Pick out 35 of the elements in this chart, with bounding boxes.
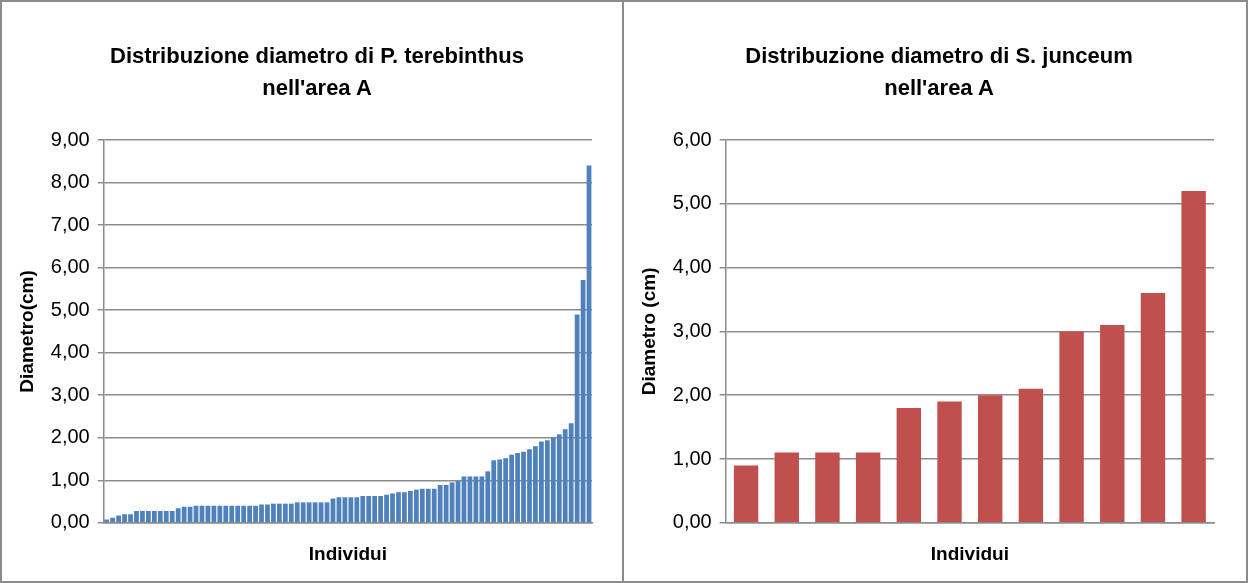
y-tick-label: 8,00 (50, 170, 90, 193)
bar (1100, 325, 1125, 523)
bar (774, 452, 799, 523)
bar (733, 465, 759, 523)
y-axis-title: Diametro (cm) (637, 267, 659, 396)
y-axis-title: Diametro(cm) (15, 270, 37, 393)
x-axis-title: Individui (930, 542, 1009, 564)
y-tick-label: 1,00 (672, 446, 712, 469)
bar (815, 452, 840, 523)
y-tick-label: 2,00 (50, 425, 90, 448)
y-tick-label: 3,00 (50, 382, 90, 405)
chart-title: Distribuzione diametro di S. junceum nell'area A (744, 42, 1134, 102)
y-tick-label: 4,00 (672, 255, 712, 278)
bar (1059, 331, 1084, 523)
bar (1140, 293, 1166, 523)
bar (978, 395, 1003, 523)
y-tick-label: 1,00 (50, 467, 90, 490)
y-tick-label: 4,00 (50, 340, 90, 363)
y-tick-label: 3,00 (672, 318, 712, 341)
bar (1181, 191, 1206, 523)
bar (855, 452, 881, 523)
bar (896, 407, 922, 523)
y-tick-label: 5,00 (50, 297, 90, 320)
x-axis-title: Individui (308, 542, 387, 564)
y-tick-label: 0,00 (672, 510, 712, 533)
y-tick-label: 6,00 (672, 127, 712, 150)
y-tick-label: 7,00 (50, 212, 90, 235)
y-tick-label: 2,00 (672, 382, 712, 405)
y-tick-label: 0,00 (50, 510, 90, 533)
bar (1018, 388, 1044, 523)
y-tick-label: 6,00 (50, 255, 90, 278)
chart-title: Distribuzione diametro di P. terebinthus nell'area A (109, 42, 525, 102)
y-tick-label: 5,00 (672, 191, 712, 214)
bar (937, 401, 962, 523)
y-tick-label: 9,00 (50, 127, 90, 150)
